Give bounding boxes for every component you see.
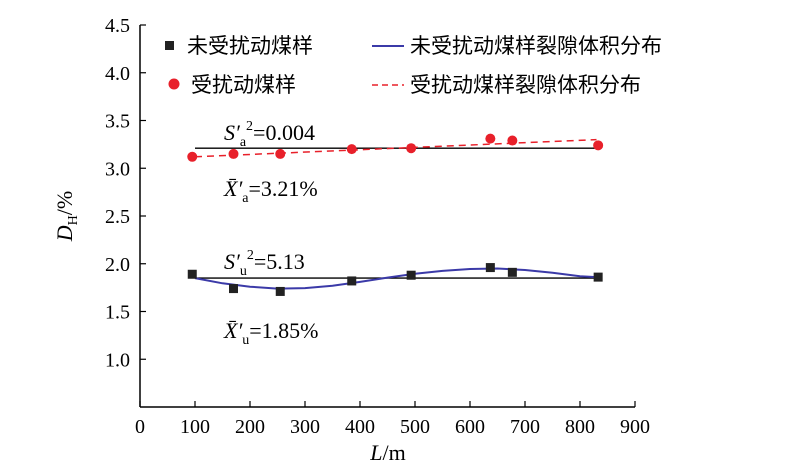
data-point-circle (406, 143, 417, 154)
annotation-u-mean-sub: u (242, 333, 249, 348)
annotation-a-variance-value: =0.004 (253, 120, 315, 145)
data-point-square (593, 272, 603, 282)
x-tick-label: 800 (565, 416, 595, 438)
data-point-circle (275, 148, 286, 159)
y-tick-label: 4.0 (105, 63, 130, 85)
annotation-a-variance-symbol: S′ (224, 120, 241, 145)
series-line (194, 138, 597, 158)
x-tick-label: 500 (400, 416, 430, 438)
legend-marker-disturbed-sample (168, 78, 180, 90)
y-axis-title-unit: /% (52, 191, 77, 215)
legend-label-undisturbed-distribution: 未受扰动煤样裂隙体积分布 (410, 34, 662, 58)
annotation-u-mean: X̄′u=1.85% (223, 318, 319, 348)
data-point-square (275, 286, 285, 296)
legend-label-undisturbed-sample: 未受扰动煤样 (187, 34, 313, 58)
x-tick-label: 700 (510, 416, 540, 438)
annotation-a-variance-sub: a (240, 135, 247, 150)
x-tick-label: 300 (290, 416, 320, 438)
annotation-u-variance: S′u2=5.13 (224, 248, 305, 279)
annotation-u-mean-value: =1.85% (249, 318, 318, 343)
data-point-square (229, 284, 238, 294)
series-lines (194, 138, 597, 290)
annotation-u-mean-symbol: X̄′ (223, 318, 243, 343)
series-points (187, 133, 604, 296)
y-tick-label: 1.5 (105, 302, 130, 324)
y-tick-label: 1.0 (105, 349, 130, 371)
annotation-u-variance-symbol: S′ (224, 249, 241, 274)
y-tick-label: 3.0 (105, 158, 130, 180)
x-tick-label: 600 (455, 416, 485, 438)
mean-lines (195, 147, 597, 279)
y-axis-title-sub: H (66, 215, 81, 225)
x-tick-label: 100 (180, 416, 210, 438)
annotation-u-variance-sup: 2 (247, 248, 254, 263)
y-axis-title: DH/% (52, 191, 81, 242)
legend-marker-undisturbed-sample (165, 41, 174, 50)
x-tick-label: 0 (135, 416, 145, 438)
data-point-square (507, 267, 517, 277)
data-point-square (347, 276, 357, 286)
annotation-a-mean: X̄′a=3.21% (223, 176, 318, 206)
x-tick-label: 200 (235, 416, 265, 438)
legend: 未受扰动煤样 未受扰动煤样裂隙体积分布 受扰动煤样 受扰动煤样裂隙体积分布 (165, 34, 662, 97)
annotation-u-variance-value: =5.13 (254, 249, 305, 274)
annotation-a-variance: S′a2=0.004 (224, 119, 315, 150)
data-point-circle (485, 133, 496, 144)
annotation-a-mean-sub: a (242, 191, 249, 206)
data-point-circle (187, 151, 198, 162)
series-line (194, 267, 597, 290)
x-axis-title-unit: /m (383, 440, 406, 465)
data-point-circle (593, 140, 604, 151)
y-tick-label: 2.5 (105, 206, 130, 228)
annotation-a-mean-value: =3.21% (248, 176, 317, 201)
x-tick-label: 400 (345, 416, 375, 438)
annotation-u-variance-sub: u (240, 264, 247, 279)
legend-label-disturbed-distribution: 受扰动煤样裂隙体积分布 (410, 73, 641, 97)
y-tick-label: 2.0 (105, 254, 130, 276)
x-ticks: 0 100 200 300 400 500 600 700 800 900 (135, 401, 650, 438)
y-axis-title-main: D (52, 225, 77, 242)
data-point-square (406, 270, 416, 280)
data-point-square (485, 263, 495, 273)
annotation-a-mean-symbol: X̄′ (223, 176, 243, 201)
annotation-a-variance-sup: 2 (246, 119, 253, 134)
y-tick-label: 3.5 (105, 111, 130, 133)
data-point-square (187, 269, 197, 279)
data-point-circle (507, 135, 518, 146)
data-point-circle (228, 148, 239, 159)
data-point-circle (346, 144, 357, 155)
x-tick-label: 900 (620, 416, 650, 438)
y-tick-label: 4.5 (105, 15, 130, 37)
y-ticks: 1.0 1.5 2.0 2.5 3.0 3.5 4.0 4.5 (105, 15, 146, 371)
x-axis-title: L/m (369, 440, 405, 465)
x-axis-title-main: L (369, 440, 382, 465)
legend-label-disturbed-sample: 受扰动煤样 (191, 73, 296, 97)
